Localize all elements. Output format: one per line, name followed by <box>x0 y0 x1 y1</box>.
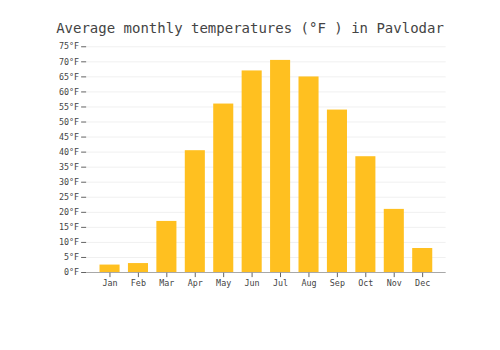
svg-text:35°F: 35°F <box>59 162 79 172</box>
svg-text:30°F: 30°F <box>59 177 79 187</box>
svg-text:Jan: Jan <box>102 278 117 288</box>
svg-text:Jun: Jun <box>245 278 260 288</box>
svg-text:40°F: 40°F <box>59 147 79 157</box>
svg-text:Apr: Apr <box>188 278 203 288</box>
svg-text:65°F: 65°F <box>59 72 79 82</box>
svg-text:10°F: 10°F <box>59 237 79 247</box>
svg-text:Nov: Nov <box>387 278 402 288</box>
svg-text:5°F: 5°F <box>64 252 79 262</box>
svg-text:25°F: 25°F <box>59 192 79 202</box>
svg-text:Jul: Jul <box>273 278 288 288</box>
svg-text:60°F: 60°F <box>59 87 79 97</box>
svg-text:Aug: Aug <box>301 278 316 288</box>
svg-text:55°F: 55°F <box>59 102 79 112</box>
svg-text:0°F: 0°F <box>64 267 79 277</box>
svg-text:70°F: 70°F <box>59 57 79 67</box>
svg-text:Sep: Sep <box>330 278 345 288</box>
svg-text:Feb: Feb <box>131 278 146 288</box>
svg-text:45°F: 45°F <box>59 132 79 142</box>
svg-text:15°F: 15°F <box>59 222 79 232</box>
html-text:Average monthly temperatures (: Average monthly temperatures (°F ) in Pa… <box>56 20 444 36</box>
svg-text:Dec: Dec <box>415 278 430 288</box>
svg-text:May: May <box>216 278 231 288</box>
svg-text:Mar: Mar <box>159 278 174 288</box>
svg-text:50°F: 50°F <box>59 117 79 127</box>
svg-text:75°F: 75°F <box>59 41 79 51</box>
svg-text:Oct: Oct <box>358 278 373 288</box>
svg-text:20°F: 20°F <box>59 207 79 217</box>
